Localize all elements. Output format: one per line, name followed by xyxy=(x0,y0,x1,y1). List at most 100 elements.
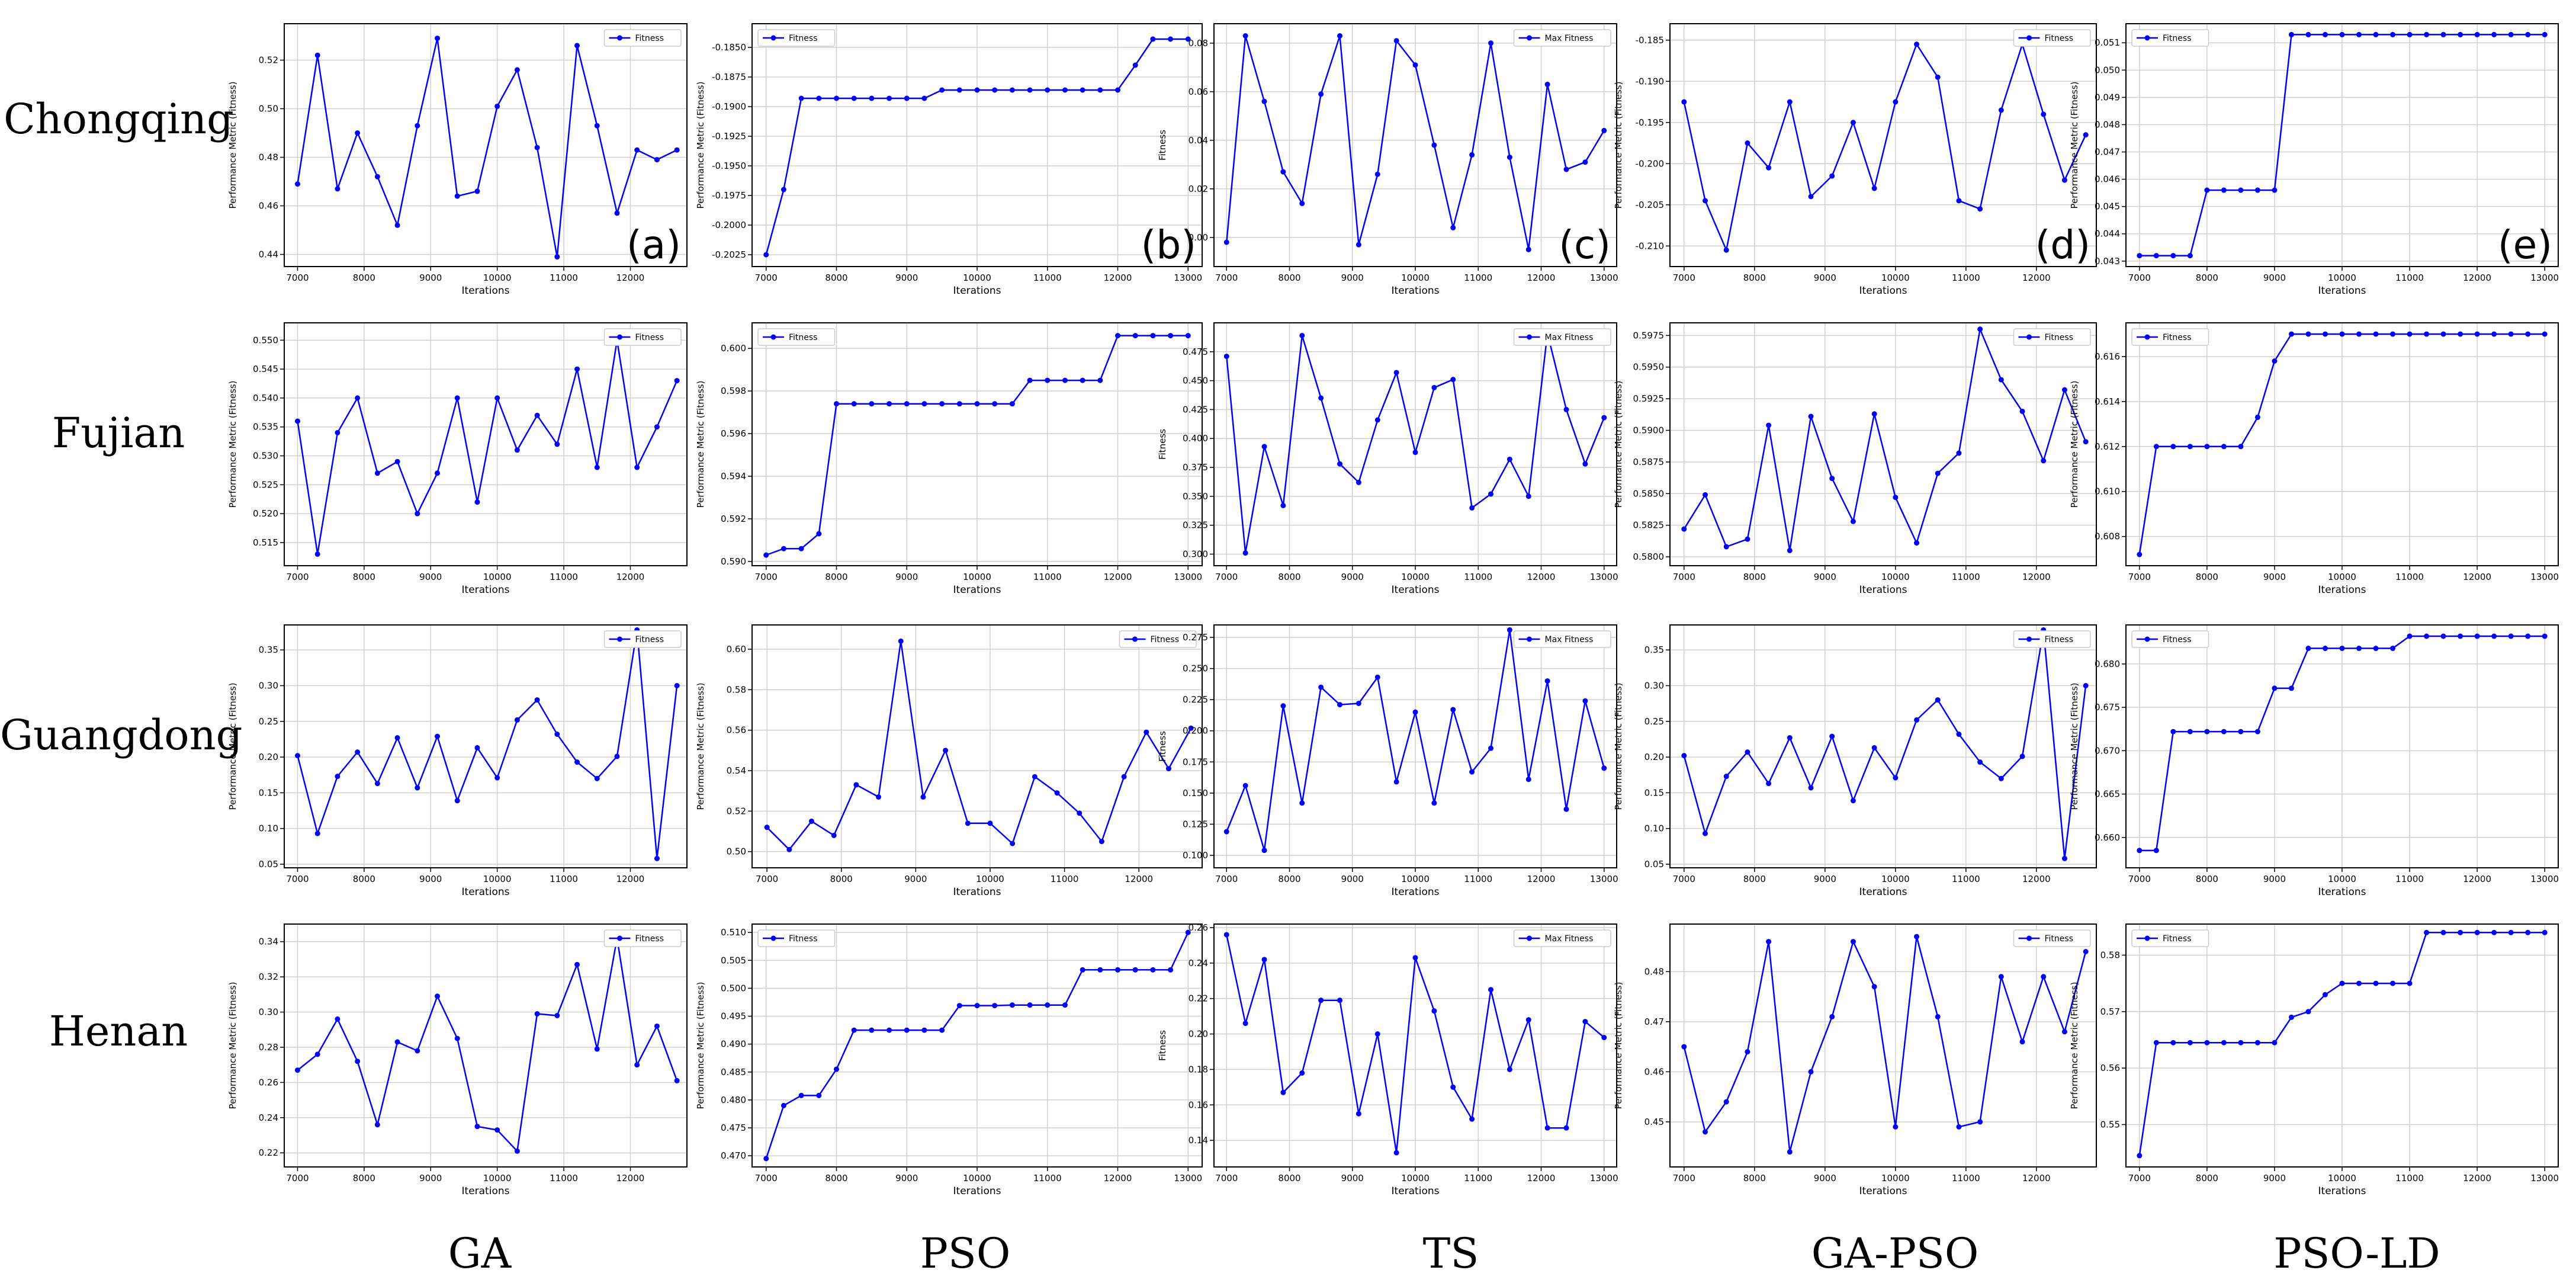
data-point xyxy=(634,147,640,153)
y-axis-label: Fitness xyxy=(1157,1030,1168,1061)
data-point xyxy=(2424,929,2430,935)
y-tick-label: 0.5825 xyxy=(1633,520,1665,531)
data-point xyxy=(674,147,680,153)
data-point xyxy=(2474,633,2480,639)
data-point xyxy=(1374,417,1380,423)
y-tick-label: 0.400 xyxy=(1183,433,1208,444)
y-tick-label: -0.205 xyxy=(1636,200,1664,210)
y-tick-label: 0.375 xyxy=(1183,462,1208,473)
data-point xyxy=(674,1077,680,1083)
data-point xyxy=(1356,700,1361,706)
data-point xyxy=(1544,1125,1550,1131)
x-tick-label: 9000 xyxy=(2263,572,2286,582)
legend-label: Fitness xyxy=(2045,934,2074,944)
data-point xyxy=(2061,855,2067,861)
y-tick-label: 0.50 xyxy=(259,104,278,114)
legend-box xyxy=(2131,328,2209,346)
x-tick-label: 10000 xyxy=(483,272,512,283)
data-point xyxy=(1935,697,1941,703)
data-point xyxy=(1723,247,1729,253)
legend-box xyxy=(757,328,836,346)
legend-marker xyxy=(1527,636,1532,642)
y-tick-label: -0.185 xyxy=(1636,35,1664,46)
chart-henan-pso: 7000 8000 9000 10000 11000 12000 13000 0.470 0.4… xyxy=(695,923,1203,1197)
data-point xyxy=(1469,769,1475,775)
y-tick-label: 0.56 xyxy=(2100,1063,2120,1073)
data-point xyxy=(1766,781,1772,787)
x-tick-label: 12000 xyxy=(1527,272,1556,283)
data-point xyxy=(1507,1066,1512,1072)
row-label-fujian: Fujian xyxy=(52,409,185,457)
data-point xyxy=(798,1092,804,1098)
data-point xyxy=(1450,225,1456,230)
y-tick-label: 0.10 xyxy=(1644,823,1664,834)
y-tick-label: 0.045 xyxy=(2095,201,2120,212)
data-point xyxy=(2407,331,2413,337)
data-point xyxy=(2390,31,2396,37)
data-point xyxy=(2153,253,2159,259)
data-point xyxy=(1681,99,1687,105)
x-tick-label: 12000 xyxy=(2463,572,2491,582)
data-point xyxy=(780,187,786,193)
plot-frame xyxy=(751,322,1203,566)
panel-letter: (d) xyxy=(2035,222,2090,268)
y-tick-label: 0.24 xyxy=(259,1112,278,1123)
x-tick-label: 8000 xyxy=(353,272,375,283)
chart-henan-ga-pso: 7000 8000 9000 10000 11000 12000 0.45 0.46 0.47 0… xyxy=(1613,923,2097,1197)
x-tick-label: 12000 xyxy=(1104,1173,1132,1184)
chart-fujian-ga: 7000 8000 9000 10000 11000 12000 0.515 0.520 0.5… xyxy=(227,322,688,596)
legend-box xyxy=(1513,929,1611,947)
y-tick-label: -0.210 xyxy=(1636,240,1664,251)
data-point xyxy=(1998,974,2004,980)
data-point xyxy=(1681,1044,1687,1050)
y-tick-label: 0.18 xyxy=(1189,1064,1208,1075)
data-point xyxy=(1582,461,1588,467)
data-point xyxy=(2041,111,2047,117)
data-point xyxy=(2187,729,2193,735)
data-point xyxy=(614,753,620,759)
y-tick-label: 0.04 xyxy=(1189,135,1208,146)
legend-marker xyxy=(1527,935,1532,941)
data-point xyxy=(654,424,660,430)
data-point xyxy=(2474,929,2480,935)
y-axis-label: Performance Metric (Fitness) xyxy=(227,82,238,209)
x-tick-label: 7000 xyxy=(1673,874,1695,884)
y-tick-label: 0.30 xyxy=(259,1007,278,1018)
x-tick-label: 7000 xyxy=(756,874,778,884)
y-tick-label: 0.26 xyxy=(1189,922,1208,933)
data-point xyxy=(1097,967,1103,973)
data-point xyxy=(394,458,400,464)
data-point xyxy=(634,1062,640,1068)
y-tick-label: 0.050 xyxy=(2095,65,2120,75)
y-tick-label: 0.044 xyxy=(2095,229,2120,239)
chart-guangdong-ga: 7000 8000 9000 10000 11000 12000 0.05 0.10 0.15 0… xyxy=(227,624,688,898)
data-point xyxy=(674,378,680,384)
legend-marker xyxy=(2026,935,2032,941)
x-tick-label: 7000 xyxy=(755,572,778,582)
data-point xyxy=(514,717,520,723)
data-point xyxy=(1121,774,1127,780)
panel-letter: (c) xyxy=(1559,222,1611,268)
y-tick-label: 0.485 xyxy=(721,1067,746,1077)
data-point xyxy=(1318,91,1324,97)
panel-letter: (a) xyxy=(627,222,681,268)
data-point xyxy=(2221,444,2227,450)
data-point xyxy=(1165,766,1171,772)
y-tick-label: 0.048 xyxy=(2095,119,2120,130)
data-point xyxy=(614,210,620,216)
data-point xyxy=(2221,1040,2227,1046)
y-axis-label: Performance Metric (Fitness) xyxy=(1613,982,1624,1109)
data-point xyxy=(1977,206,1983,212)
x-tick-label: 12000 xyxy=(616,572,645,582)
y-tick-label: 0.26 xyxy=(259,1077,278,1088)
x-tick-label: 10000 xyxy=(963,572,991,582)
data-point xyxy=(1681,526,1687,532)
series-line xyxy=(297,938,678,1153)
data-point xyxy=(2322,31,2328,37)
series-line xyxy=(297,38,677,257)
data-point xyxy=(2542,331,2548,337)
y-tick-label: 0.520 xyxy=(253,508,278,519)
data-point xyxy=(2491,929,2497,935)
data-point xyxy=(1261,957,1267,963)
data-point xyxy=(534,1011,540,1017)
